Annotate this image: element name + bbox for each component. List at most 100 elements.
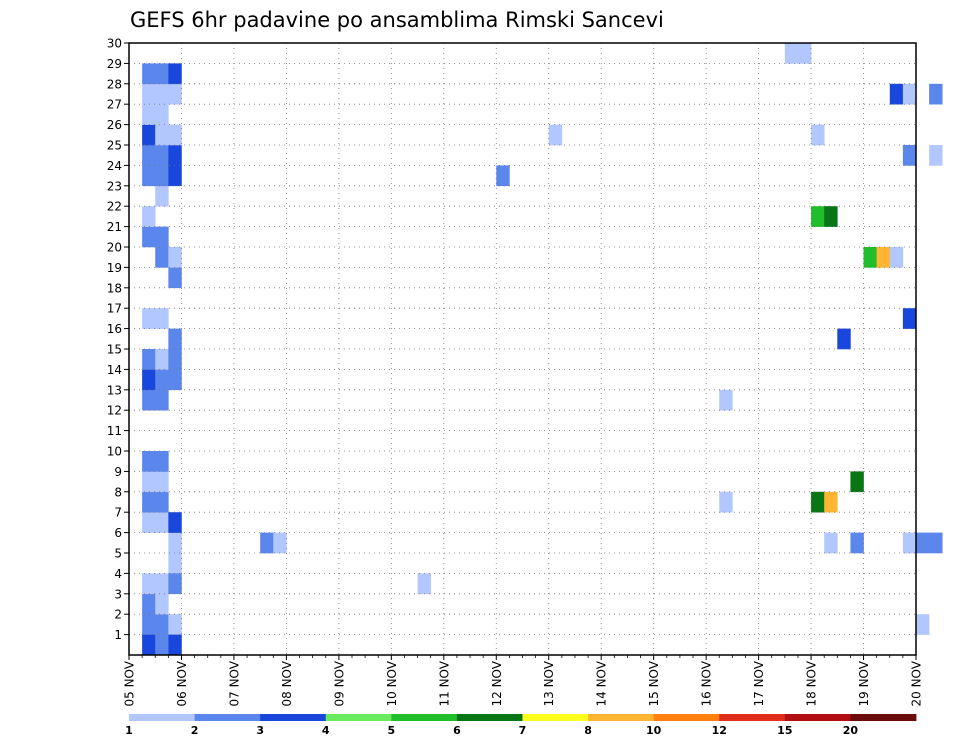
x-tick-label: 16 NOV [700, 660, 714, 706]
x-tick-label: 05 NOV [123, 660, 137, 706]
heatmap-cell [155, 124, 169, 146]
colorbar-segment [653, 714, 720, 721]
y-tick-label: 19 [107, 261, 122, 275]
colorbar-segment [588, 714, 655, 721]
y-tick-label: 11 [107, 424, 122, 438]
heatmap-cell [155, 451, 169, 472]
colorbar-label: 1 [125, 724, 133, 737]
heatmap-cell [155, 512, 169, 533]
colorbar-label: 10 [646, 724, 662, 737]
x-tick-label: 06 NOV [175, 660, 189, 706]
heatmap-cell [168, 63, 182, 85]
heatmap-cell [155, 226, 169, 248]
colorbar-label: 4 [322, 724, 330, 737]
colorbar-label: 2 [191, 724, 199, 737]
heatmap-cell [929, 83, 943, 105]
x-tick-label: 08 NOV [280, 660, 294, 706]
y-tick-label: 14 [107, 363, 122, 377]
heatmap-cell [811, 206, 825, 227]
heatmap-cell [142, 369, 156, 391]
y-tick-label: 7 [114, 506, 122, 520]
x-tick-label: 10 NOV [385, 660, 399, 706]
colorbar-segment [194, 714, 261, 721]
heatmap-cell [142, 165, 156, 187]
y-tick-label: 29 [107, 57, 122, 71]
y-tick-label: 26 [107, 118, 122, 132]
heatmap-cell [142, 614, 156, 635]
heatmap-cell [168, 165, 182, 187]
x-tick-label: 09 NOV [332, 660, 346, 706]
heatmap-cell [142, 145, 156, 166]
heatmap-cell [155, 614, 169, 635]
plot-frame [128, 42, 917, 656]
heatmap-cell [155, 573, 169, 595]
heatmap-cell [929, 145, 943, 166]
heatmap-cell [142, 124, 156, 146]
heatmap-cell [168, 145, 182, 166]
colorbar-segment [522, 714, 589, 721]
colorbar-segment [719, 714, 786, 721]
heatmap-cell [168, 247, 182, 268]
heatmap-cell [824, 491, 838, 513]
heatmap-cell [142, 63, 156, 85]
heatmap-cell [784, 43, 799, 64]
colorbar-label: 5 [388, 724, 396, 737]
heatmap-cell [155, 349, 169, 370]
y-tick-label: 1 [114, 628, 122, 642]
heatmap-cell [142, 471, 156, 493]
y-tick-label: 25 [107, 139, 122, 153]
heatmap-cell [155, 634, 169, 656]
x-tick-label: 19 NOV [857, 660, 871, 706]
x-tick-label: 20 NOV [910, 660, 924, 706]
heatmap-cell [155, 104, 169, 125]
y-tick-label: 16 [107, 322, 122, 336]
colorbar-label: 3 [256, 724, 264, 737]
heatmap-cell [155, 145, 169, 166]
heatmap-cell [168, 328, 182, 350]
y-tick-label: 8 [114, 485, 122, 499]
heatmap-cell [155, 593, 169, 615]
heatmap-cell [155, 369, 169, 391]
heatmap-cell [142, 593, 156, 615]
x-tick-label: 11 NOV [437, 660, 451, 706]
x-tick-label: 17 NOV [752, 660, 766, 706]
heatmap-cell [902, 145, 917, 166]
heatmap-cell [850, 471, 864, 493]
heatmap-cell [155, 491, 169, 513]
colorbar-label: 20 [843, 724, 859, 737]
x-tick-label: 15 NOV [647, 660, 661, 706]
chart-title: GEFS 6hr padavine po ansamblima Rimski S… [130, 8, 664, 32]
heatmap-cell [168, 553, 182, 574]
x-tick-label: 14 NOV [595, 660, 609, 706]
heatmap-cell [863, 247, 877, 268]
heatmap-cell [168, 349, 182, 370]
heatmap-cell [273, 532, 287, 554]
heatmap-cell [916, 614, 930, 635]
heatmap-cell [142, 573, 156, 595]
heatmap-cells [142, 43, 943, 656]
heatmap-cell [142, 83, 156, 105]
y-tick-label: 4 [114, 567, 122, 581]
heatmap-cell [155, 185, 169, 207]
heatmap-cell [824, 206, 838, 227]
heatmap-cell [142, 349, 156, 370]
heatmap-cell [142, 389, 156, 411]
y-tick-label: 12 [107, 404, 122, 418]
heatmap-cell [902, 83, 917, 105]
heatmap-cell [155, 83, 169, 105]
y-tick-label: 17 [107, 302, 122, 316]
heatmap-cell [155, 471, 169, 493]
colorbar-label: 12 [712, 724, 727, 737]
heatmap-cell [260, 532, 274, 554]
x-axis: 05 NOV 06 NOV 07 NOV 08 NOV 09 NOV 10 NOV 11 N… [123, 655, 924, 707]
y-tick-label: 27 [107, 98, 122, 112]
heatmap-cell [811, 491, 825, 513]
heatmap-cell [902, 308, 917, 329]
heatmap-cell [168, 532, 182, 554]
heatmap-cell [155, 247, 169, 268]
y-tick-label: 20 [107, 241, 122, 255]
heatmap-cell [876, 247, 891, 268]
x-tick-label: 07 NOV [227, 660, 241, 706]
heatmap-cell [142, 206, 156, 227]
y-tick-label: 18 [107, 281, 122, 295]
